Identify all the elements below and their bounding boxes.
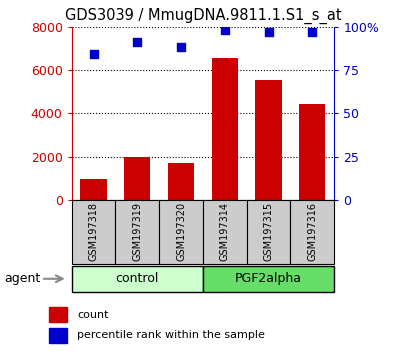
Bar: [115, 200, 159, 264]
Bar: [246, 200, 290, 264]
Point: [265, 29, 271, 35]
Text: GSM197319: GSM197319: [132, 202, 142, 261]
Bar: [49, 328, 67, 343]
Text: agent: agent: [4, 272, 40, 285]
Bar: [168, 163, 194, 200]
Bar: [72, 200, 115, 264]
Text: count: count: [77, 310, 108, 320]
Text: percentile rank within the sample: percentile rank within the sample: [77, 330, 264, 341]
Point: [134, 39, 140, 45]
Bar: [159, 200, 202, 264]
Bar: [80, 179, 106, 200]
Text: control: control: [115, 272, 159, 285]
Bar: [72, 266, 202, 292]
Bar: [211, 58, 237, 200]
Bar: [290, 200, 333, 264]
Text: GSM197320: GSM197320: [175, 202, 186, 262]
Title: GDS3039 / MmugDNA.9811.1.S1_s_at: GDS3039 / MmugDNA.9811.1.S1_s_at: [65, 7, 340, 24]
Text: GSM197318: GSM197318: [88, 202, 99, 261]
Point: [308, 29, 315, 35]
Bar: [124, 157, 150, 200]
Point: [178, 45, 184, 50]
Point: [90, 51, 97, 57]
Point: [221, 27, 227, 33]
Text: GSM197315: GSM197315: [263, 202, 273, 262]
Text: GSM197316: GSM197316: [306, 202, 317, 261]
Bar: [49, 307, 67, 322]
Bar: [299, 103, 325, 200]
Bar: [202, 200, 246, 264]
Bar: [202, 266, 333, 292]
Bar: [255, 80, 281, 200]
Text: PGF2alpha: PGF2alpha: [234, 272, 301, 285]
Text: GSM197314: GSM197314: [219, 202, 229, 261]
